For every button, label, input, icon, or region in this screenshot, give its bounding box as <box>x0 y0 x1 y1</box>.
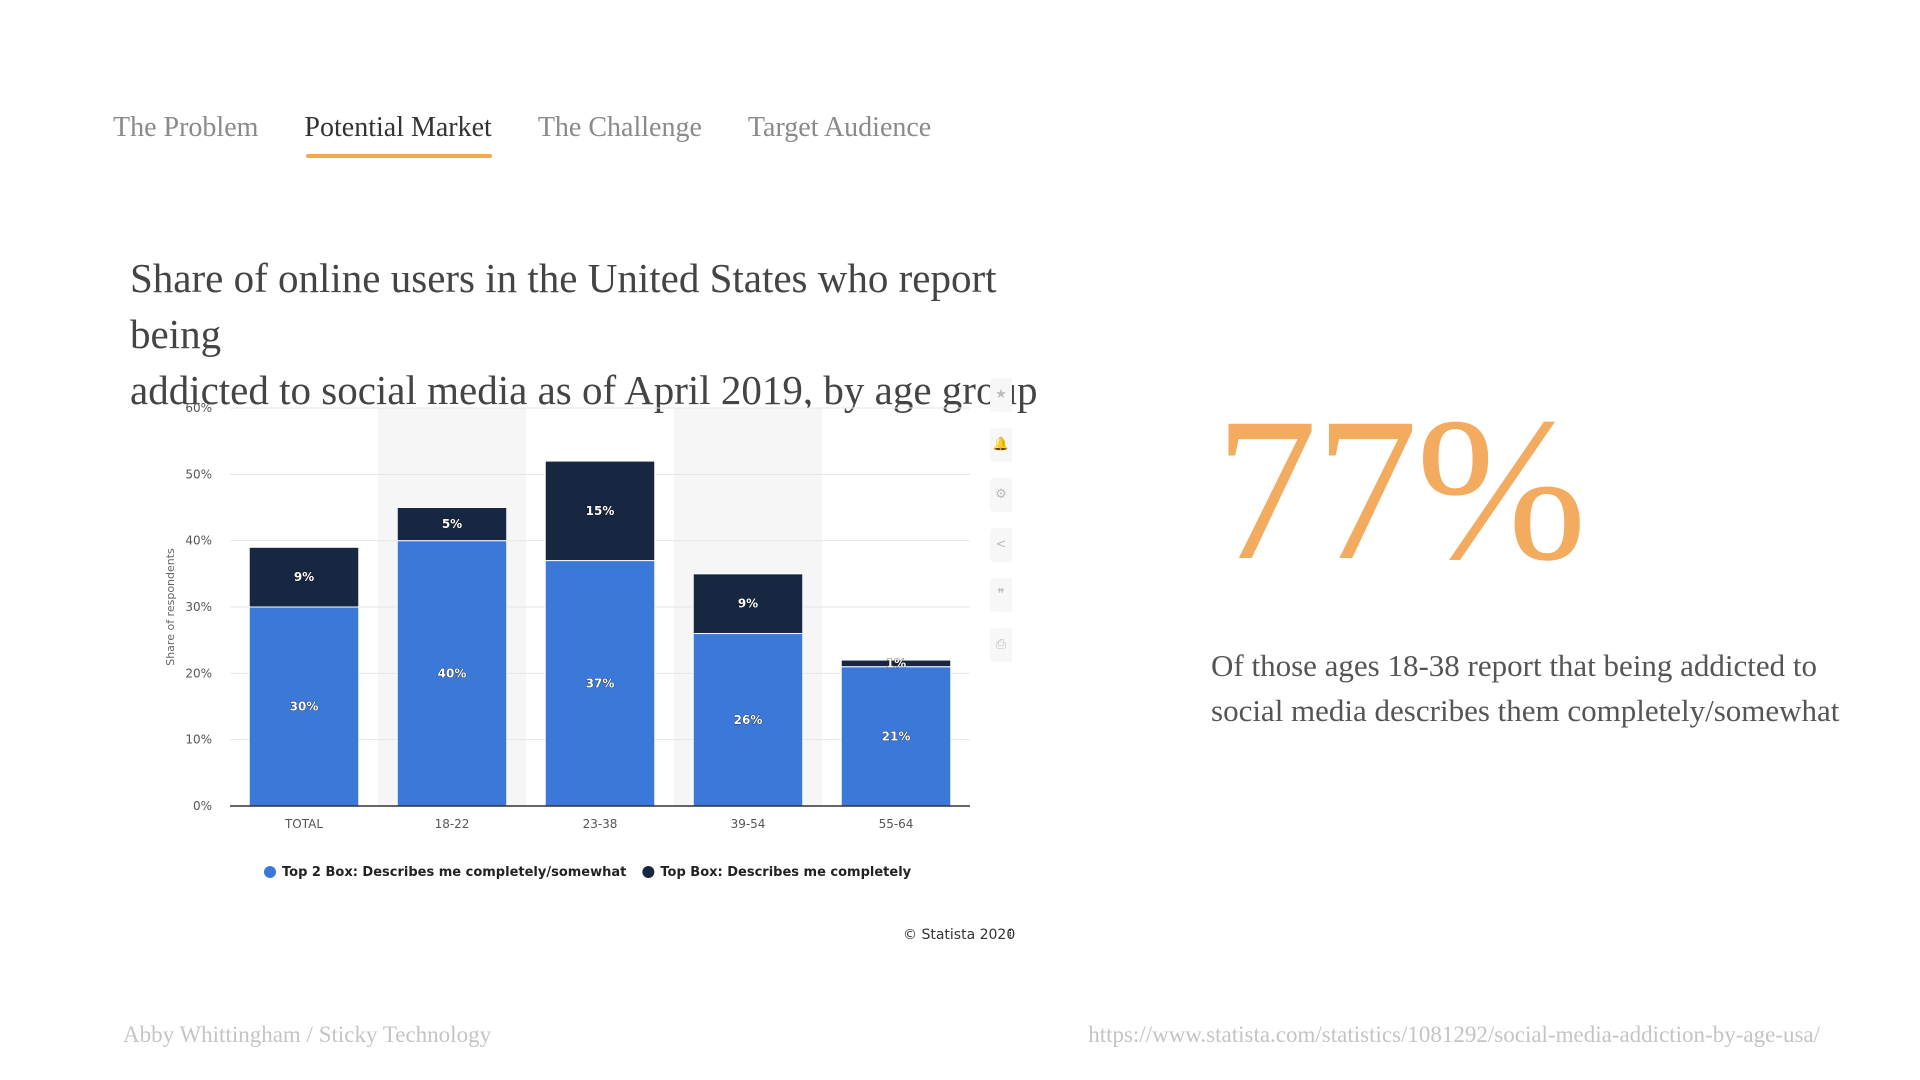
y-axis-label: Share of respondents <box>164 548 177 666</box>
quote-icon[interactable]: ❞ <box>990 578 1012 612</box>
print-icon[interactable]: ⎙ <box>990 628 1012 662</box>
gear-icon[interactable]: ⚙ <box>990 478 1012 512</box>
x-tick-label-0: TOTAL <box>284 817 323 831</box>
tab-potential-market[interactable]: Potential Market <box>304 112 493 158</box>
data-label-1-3: 9% <box>738 597 758 611</box>
data-label-1-0: 9% <box>294 570 314 584</box>
chart-credit[interactable]: © Statista 2020 <box>903 927 1016 943</box>
data-label-1-2: 15% <box>586 504 615 518</box>
x-tick-label-1: 18-22 <box>435 817 470 831</box>
star-icon[interactable]: ★ <box>990 378 1012 412</box>
bar-1-3 <box>692 573 804 635</box>
stat-description: Of those ages 18-38 report that being ad… <box>1211 648 1840 728</box>
data-label-1-1: 5% <box>442 517 462 531</box>
bar-1-0 <box>248 546 360 608</box>
bar-1-1 <box>396 507 508 542</box>
stacked-bar-chart: 0% 10% 20% 30% 40% 50% 60% Share of respondents… <box>164 401 970 880</box>
x-tick-label-3: 39-54 <box>731 817 766 831</box>
y-tick-label-6: 60% <box>185 401 212 415</box>
footer-author: Abby Whittingham / Sticky Technology <box>123 1022 492 1047</box>
bar-0-1 <box>396 540 508 807</box>
bar-0-3 <box>692 633 804 807</box>
bar-0-2 <box>544 560 656 807</box>
y-tick-label-1: 10% <box>185 733 212 747</box>
legend-label-0: Top 2 Box: Describes me completely/somew… <box>282 865 626 880</box>
legend-label-1: Top Box: Describes me completely <box>660 865 911 880</box>
footer-source-url[interactable]: https://www.statista.com/statistics/1081… <box>1088 1022 1820 1047</box>
legend-swatch-1 <box>642 866 655 878</box>
bell-icon[interactable]: 🔔 <box>990 428 1012 462</box>
chart-title-line-2: addicted to social media as of April 201… <box>130 367 1038 413</box>
legend-swatch-0 <box>264 866 276 878</box>
credit-mark: ⁞ <box>1008 927 1013 943</box>
y-tick-label-3: 30% <box>185 600 212 614</box>
x-tick-label-2: 23-38 <box>583 817 618 831</box>
chart-toolbar: ★ 🔔 ⚙ < ❞ ⎙ <box>990 378 1012 678</box>
bar-1-4 <box>840 659 952 668</box>
bar-0-0 <box>248 606 360 807</box>
tab-the-problem[interactable]: The Problem <box>113 112 259 143</box>
data-label-0-2: 37% <box>586 676 615 690</box>
headline-stat: 77% <box>1215 376 1587 603</box>
y-tick-label-5: 50% <box>185 467 212 481</box>
data-label-0-3: 26% <box>734 713 763 727</box>
y-tick-label-2: 20% <box>185 666 212 680</box>
bar-0-4 <box>840 666 952 807</box>
data-label-1-4: 1% <box>886 656 906 670</box>
tab-target-audience[interactable]: Target Audience <box>747 112 932 143</box>
bar-1-2 <box>544 460 656 562</box>
data-label-0-0: 30% <box>290 700 319 714</box>
chart-title-line-1: Share of online users in the United Stat… <box>130 255 997 357</box>
share-icon[interactable]: < <box>990 528 1012 562</box>
chart-title: Share of online users in the United Stat… <box>130 250 1090 418</box>
data-label-0-1: 40% <box>438 666 467 680</box>
y-tick-label-0: 0% <box>193 799 212 813</box>
x-tick-label-4: 55-64 <box>879 817 914 831</box>
y-tick-label-4: 40% <box>185 534 212 548</box>
data-label-0-4: 21% <box>882 729 911 743</box>
tab-the-challenge[interactable]: The Challenge <box>537 112 702 143</box>
section-tabs: The Problem Potential Market The Challen… <box>113 112 977 158</box>
